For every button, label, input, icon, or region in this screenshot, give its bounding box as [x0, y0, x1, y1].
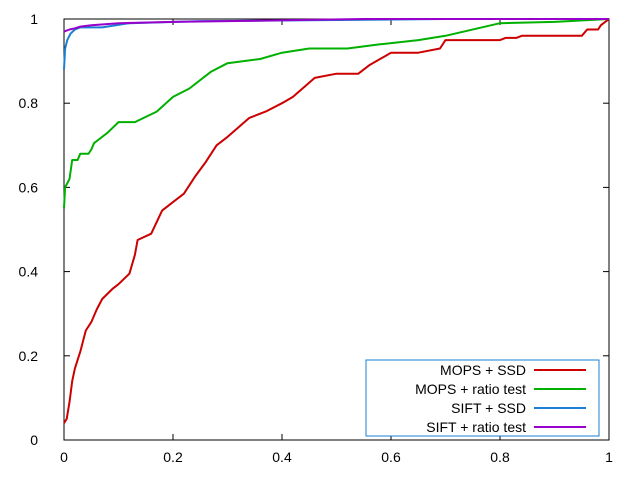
- legend-label-mops-ssd: MOPS + SSD: [440, 362, 526, 378]
- y-tick-label: 0.6: [19, 179, 39, 195]
- series-lines: [63, 18, 610, 424]
- legend-label-sift-ratio-test: SIFT + ratio test: [426, 419, 526, 435]
- y-tick-label: 1: [30, 11, 38, 27]
- x-tick-label: 1: [605, 449, 613, 465]
- y-tick-label: 0: [30, 432, 38, 448]
- legend-label-mops-ratio-test: MOPS + ratio test: [415, 381, 526, 397]
- y-tick-label: 0.8: [19, 95, 39, 111]
- series-line-mops-ratio-test: [63, 18, 610, 209]
- x-tick-label: 0: [60, 449, 68, 465]
- x-tick-label: 0.6: [381, 449, 401, 465]
- x-tick-label: 0.2: [163, 449, 183, 465]
- y-tick-label: 0.2: [19, 348, 39, 364]
- legend: MOPS + SSD MOPS + ratio test SIFT + SSD SIF…: [365, 359, 600, 437]
- y-tick-label: 0.4: [19, 264, 39, 280]
- series-line-mops-ssd: [63, 18, 610, 424]
- series-line-sift-ratio-test: [63, 18, 609, 33]
- axis-ticks: 0 0.2 0.4 0.6 0.8 1 0 0.2 0.4 0.6 0.8 1: [19, 11, 614, 465]
- legend-box: [365, 359, 600, 437]
- x-tick-label: 0.4: [272, 449, 292, 465]
- series-line-sift-ssd: [63, 18, 609, 70]
- x-tick-label: 0.8: [490, 449, 510, 465]
- legend-label-sift-ssd: SIFT + SSD: [451, 400, 526, 416]
